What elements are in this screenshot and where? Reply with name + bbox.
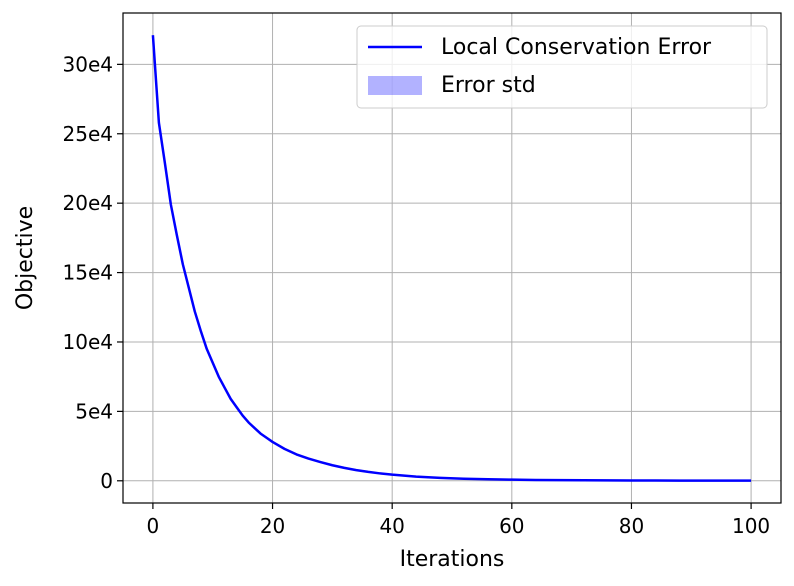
y-tick-label: 0 bbox=[100, 469, 113, 493]
x-tick-label: 100 bbox=[732, 514, 770, 538]
x-ticks: 0 20 40 60 80 100 bbox=[147, 503, 770, 538]
x-tick-label: 60 bbox=[499, 514, 524, 538]
legend-band-swatch bbox=[368, 76, 422, 95]
legend-box bbox=[356, 25, 768, 109]
x-tick-label: 80 bbox=[619, 514, 644, 538]
legend-label: Error std bbox=[441, 73, 536, 98]
y-ticks: 0 5e4 10e4 15e4 20e4 25e4 30e4 bbox=[63, 52, 123, 493]
y-axis-label: Objective bbox=[13, 206, 38, 310]
y-tick-label: 10e4 bbox=[63, 330, 113, 354]
x-axis-label: Iterations bbox=[400, 547, 505, 572]
legend-label: Local Conservation Error bbox=[441, 35, 712, 60]
x-tick-label: 40 bbox=[379, 514, 404, 538]
y-tick-label: 20e4 bbox=[63, 191, 113, 215]
y-tick-label: 30e4 bbox=[63, 52, 113, 76]
series-lines bbox=[151, 35, 752, 482]
plot-frame bbox=[122, 12, 782, 504]
y-tick-label: 15e4 bbox=[63, 261, 113, 285]
y-tick-label: 25e4 bbox=[63, 122, 113, 146]
x-tick-label: 0 bbox=[147, 514, 160, 538]
legend: Local Conservation Error Error std bbox=[356, 25, 768, 109]
y-tick-label: 5e4 bbox=[75, 399, 113, 423]
x-tick-label: 20 bbox=[260, 514, 285, 538]
series-line bbox=[151, 35, 752, 482]
